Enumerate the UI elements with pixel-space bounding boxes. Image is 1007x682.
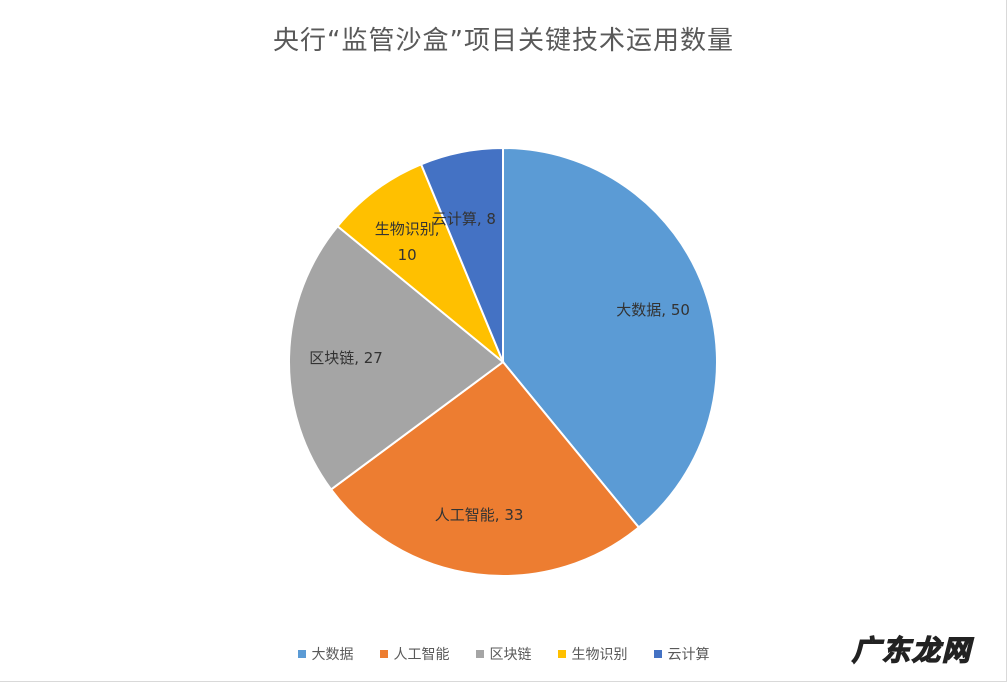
pie-slice-ai xyxy=(329,360,641,577)
data-label-cloud: 云计算, 8 xyxy=(432,210,496,228)
legend-swatch-big-data xyxy=(297,650,306,658)
legend-swatch-blockchain xyxy=(475,650,484,658)
pie-slice-big-data xyxy=(502,146,718,529)
legend-label-biometrics: 生物识别 xyxy=(571,647,628,663)
watermark: 广东龙网 xyxy=(851,633,972,667)
data-label-blockchain: 区块链, 27 xyxy=(309,349,383,367)
pie-slice-blockchain xyxy=(288,224,505,491)
chart-title: 央行“监管沙盒”项目关键技术运用数量 xyxy=(273,26,734,56)
legend-item-cloud: 云计算 xyxy=(653,644,710,664)
legend-swatch-biometrics xyxy=(557,650,566,658)
pie-slice-biometrics xyxy=(336,162,504,363)
data-label-biometrics: 生物识别, 10 xyxy=(375,220,440,264)
legend-swatch-cloud xyxy=(653,650,662,658)
legend-label-big-data: 大数据 xyxy=(311,647,354,663)
legend-label-blockchain: 区块链 xyxy=(489,647,532,663)
legend-swatch-ai xyxy=(379,650,388,658)
legend-label-ai: 人工智能 xyxy=(393,647,450,663)
legend-item-ai: 人工智能 xyxy=(379,644,450,664)
legend-label-cloud: 云计算 xyxy=(667,647,710,663)
legend-item-biometrics: 生物识别 xyxy=(557,644,628,664)
legend: 大数据 人工智能 区块链 生物识别 云计算 xyxy=(0,644,1007,664)
pie-slice-cloud xyxy=(419,146,504,363)
legend-item-big-data: 大数据 xyxy=(297,644,354,664)
data-label-big-data: 大数据, 50 xyxy=(616,301,690,319)
legend-item-blockchain: 区块链 xyxy=(475,644,532,664)
data-label-ai: 人工智能, 33 xyxy=(435,506,524,524)
